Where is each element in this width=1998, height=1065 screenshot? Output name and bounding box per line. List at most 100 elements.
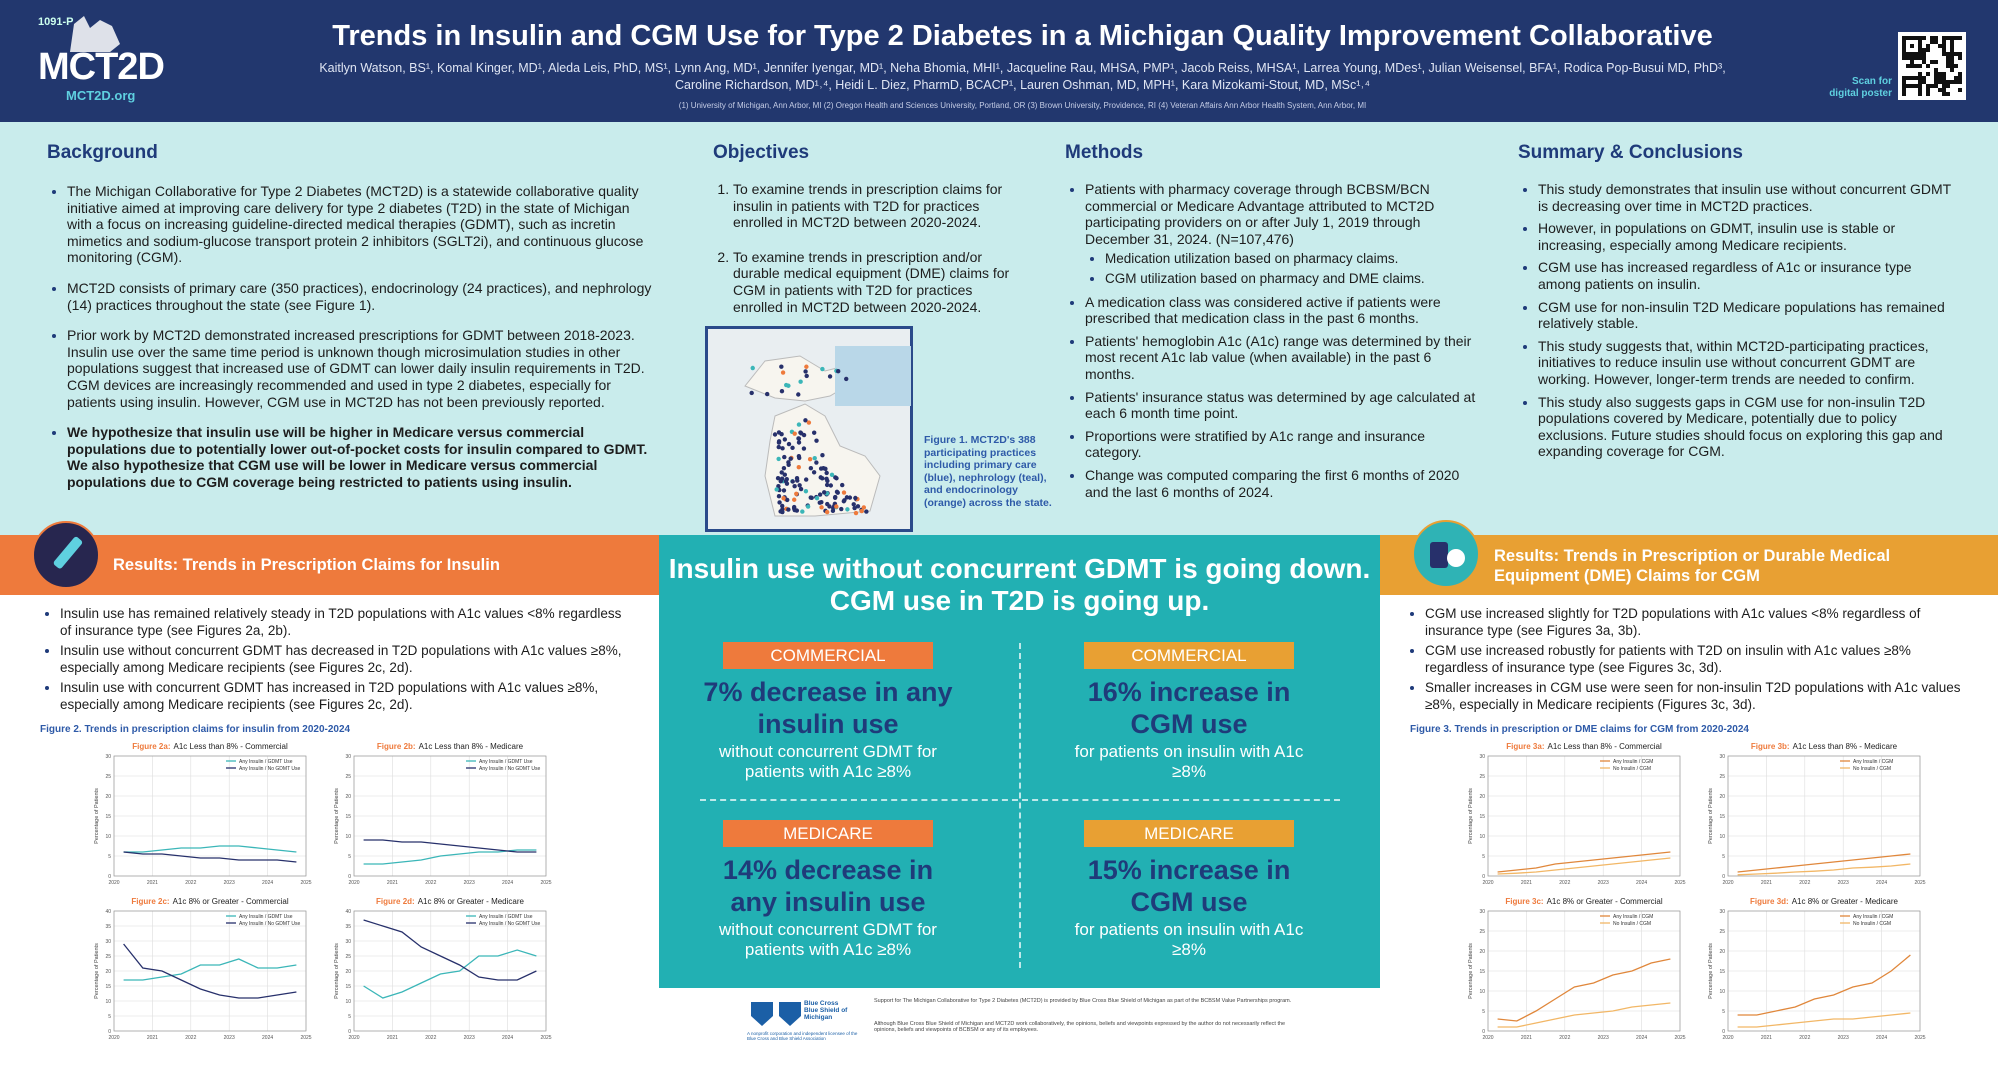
y-axis-label: Percentage of Patients: [334, 943, 340, 999]
y-tick-label: 10: [1479, 834, 1485, 840]
section-heading: Objectives: [713, 142, 810, 163]
series-line: [1497, 958, 1671, 1022]
shield: [779, 1002, 801, 1026]
x-tick-label: 2023: [1838, 880, 1849, 886]
practice-dot: [859, 508, 864, 514]
series-line: [123, 851, 297, 863]
line-chart: Figure 3b: A1c Less than 8% - Medicare 0 5 1…: [1708, 742, 1926, 886]
y-tick-label: 10: [1719, 834, 1725, 840]
qr-cell: [1902, 88, 1906, 92]
y-tick-label: 5: [1722, 854, 1725, 860]
practice-dot: [778, 479, 783, 484]
x-tick-label: 2021: [147, 1035, 158, 1041]
bullet: Patients' insurance status was determine…: [1085, 389, 1477, 422]
qr-cell: [1906, 76, 1910, 80]
qr-cell: [1958, 56, 1962, 60]
chart-title: Figure 3b: A1c Less than 8% - Medicare: [1751, 742, 1898, 751]
series-line: [363, 839, 537, 853]
qr-cell: [1902, 48, 1906, 52]
chart-subtitle: A1c 8% or Greater - Medicare: [418, 897, 525, 906]
qr-cell: [1942, 92, 1946, 96]
y-tick-label: 5: [1482, 1009, 1485, 1015]
qr-cell: [1946, 56, 1950, 60]
poster-id: 1091-P: [38, 16, 74, 28]
y-axis-label: Percentage of Patients: [1708, 788, 1714, 844]
practice-dot: [803, 489, 809, 494]
practice-dot: [786, 441, 792, 447]
qr-cell: [1930, 84, 1934, 88]
section-heading: Methods: [1065, 142, 1144, 163]
practice-dot: [780, 446, 785, 451]
intro-band: [0, 122, 1998, 535]
qr-cell: [1906, 36, 1910, 40]
divider: [1019, 643, 1021, 968]
x-tick-label: 2022: [1799, 1035, 1810, 1041]
qr-code[interactable]: [1898, 32, 1966, 100]
qr-cell: [1914, 64, 1918, 68]
practice-dot: [781, 495, 786, 501]
practice-dot: [797, 483, 802, 488]
bullet: This study demonstrates that insulin use…: [1538, 181, 1958, 214]
y-tick-label: 10: [345, 834, 351, 840]
series-line: [123, 943, 297, 999]
qr-cell: [1918, 40, 1922, 44]
line-chart: Figure 2b: A1c Less than 8% - Medicare 0 5 1…: [334, 742, 552, 886]
qr-cell: [1914, 52, 1918, 56]
legend-label: Any Insulin / CGM: [1853, 759, 1893, 765]
qr-cell: [1950, 56, 1954, 60]
bullet: The Michigan Collaborative for Type 2 Di…: [67, 183, 657, 266]
qr-cell: [1926, 88, 1930, 92]
figure-1-caption: Figure 1. MCT2D's 388 participating prac…: [924, 434, 1052, 509]
practice-dot: [780, 370, 786, 375]
qr-cell: [1926, 84, 1930, 88]
practice-dot: [776, 444, 781, 450]
x-tick-label: 2022: [185, 880, 196, 886]
chart-subtitle: A1c 8% or Greater - Commercial: [1547, 897, 1663, 906]
chart-label: Figure 2b:: [377, 742, 416, 751]
practice-dot: [804, 373, 809, 379]
legend-label: Any Insulin / No GDMT Use: [239, 766, 301, 772]
y-tick-label: 25: [1719, 774, 1725, 780]
x-tick-label: 2025: [1674, 1035, 1685, 1041]
qr-cell: [1922, 76, 1926, 80]
x-tick-label: 2023: [1598, 1035, 1609, 1041]
insulin-icon: [32, 521, 100, 589]
practice-dot: [784, 382, 789, 388]
y-tick-label: 30: [105, 754, 111, 760]
qr-cell: [1954, 52, 1958, 56]
practice-dot: [811, 430, 817, 435]
chart-title: Figure 2a: A1c Less than 8% - Commercial: [132, 742, 288, 751]
bullet: Insulin use with concurrent GDMT has inc…: [60, 680, 630, 713]
practice-dot: [792, 431, 797, 436]
bullet: CGM use increased robustly for patients …: [1425, 643, 1970, 676]
legend-label: Any Insulin / GDMT Use: [239, 759, 293, 765]
qr-cell: [1950, 44, 1954, 48]
practice-dot: [842, 498, 847, 503]
practice-dot: [841, 490, 847, 495]
objectives-section: Objectives To examine trends in prescrip…: [713, 142, 1025, 333]
practice-dot: [803, 369, 808, 374]
lake: [835, 346, 911, 406]
section-heading: Background: [47, 142, 158, 163]
qr-cell: [1942, 48, 1946, 52]
qr-cell: [1934, 72, 1938, 76]
qr-cell: [1950, 52, 1954, 56]
qr-cell: [1954, 64, 1958, 68]
qr-cell: [1934, 68, 1938, 72]
bullet-text: Change was computed comparing the first …: [1085, 466, 1460, 500]
x-tick-label: 2025: [300, 880, 311, 886]
practice-dot: [817, 500, 822, 505]
x-tick-label: 2024: [502, 1035, 513, 1041]
qr-cell: [1942, 88, 1946, 92]
bullet-text: Patients with pharmacy coverage through …: [1085, 181, 1435, 247]
legend-label: Any Insulin / CGM: [1853, 914, 1893, 920]
card-detail: without concurrent GDMT for patients wit…: [719, 742, 937, 781]
x-tick-label: 2023: [224, 1035, 235, 1041]
chart-label: Figure 3c:: [1505, 897, 1543, 906]
qr-cell: [1918, 76, 1922, 80]
sub-bullet: CGM utilization based on pharmacy and DM…: [1105, 271, 1477, 288]
practice-dot: [780, 509, 785, 515]
qr-cell: [1926, 72, 1930, 76]
x-tick-label: 2021: [1521, 880, 1532, 886]
y-tick-label: 30: [345, 939, 351, 945]
